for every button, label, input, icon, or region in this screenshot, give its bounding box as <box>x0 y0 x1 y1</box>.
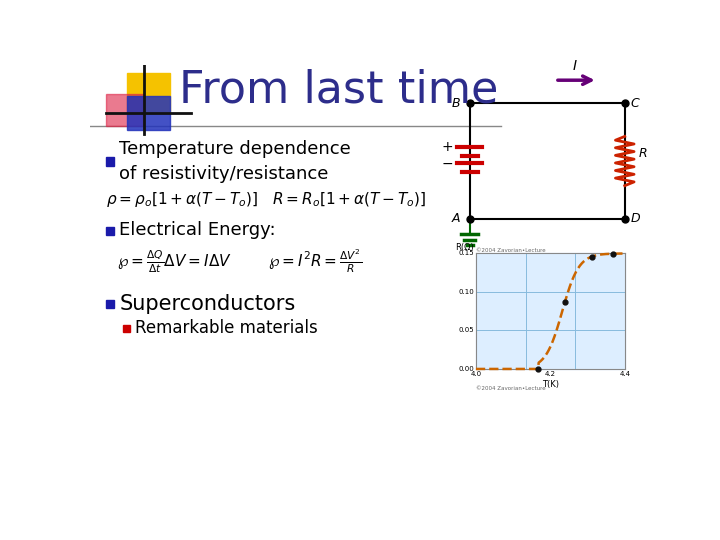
Text: 4.0: 4.0 <box>470 372 482 377</box>
Bar <box>106 94 143 126</box>
Text: A: A <box>452 212 461 225</box>
Text: Superconductors: Superconductors <box>120 294 296 314</box>
Text: $\rho = \rho_o[1+\alpha(T-T_o)]$   $R = R_o[1+\alpha(T-T_o)]$: $\rho = \rho_o[1+\alpha(T-T_o)]$ $R = R_… <box>106 190 426 209</box>
Text: 0.00: 0.00 <box>459 366 474 372</box>
Bar <box>127 72 170 111</box>
Bar <box>106 226 114 235</box>
Text: +: + <box>441 140 453 154</box>
Text: D: D <box>631 212 641 225</box>
Text: 0.10: 0.10 <box>459 289 474 295</box>
Text: ©2004 Zavorian•Lecture: ©2004 Zavorian•Lecture <box>476 248 546 253</box>
Bar <box>106 157 114 166</box>
Text: ©2004 Zavorian•Lecture: ©2004 Zavorian•Lecture <box>476 386 546 391</box>
Text: From last time: From last time <box>179 69 498 112</box>
Text: 4.4: 4.4 <box>619 372 630 377</box>
Text: R: R <box>639 147 647 160</box>
Text: Remarkable materials: Remarkable materials <box>135 319 318 337</box>
Text: C: C <box>631 97 639 110</box>
Bar <box>122 325 130 332</box>
Text: B: B <box>452 97 461 110</box>
Text: −: − <box>441 157 453 171</box>
Bar <box>106 300 114 308</box>
Text: Temperature dependence
of resistivity/resistance: Temperature dependence of resistivity/re… <box>120 139 351 183</box>
Text: 0.15: 0.15 <box>459 251 474 256</box>
Text: R(Ω): R(Ω) <box>455 243 474 252</box>
Text: Electrical Energy:: Electrical Energy: <box>120 221 276 239</box>
Bar <box>476 253 625 369</box>
Text: $\wp = I^2R = \frac{\Delta V^2}{R}$: $\wp = I^2R = \frac{\Delta V^2}{R}$ <box>269 247 362 275</box>
Text: T(K): T(K) <box>542 380 559 389</box>
Text: 0.05: 0.05 <box>459 327 474 333</box>
Bar <box>127 96 170 130</box>
Text: $\wp = \frac{\Delta Q}{\Delta t}\Delta V = I\Delta V$: $\wp = \frac{\Delta Q}{\Delta t}\Delta V… <box>117 248 232 275</box>
Text: $I$: $I$ <box>572 58 577 72</box>
Text: 4.2: 4.2 <box>545 372 556 377</box>
